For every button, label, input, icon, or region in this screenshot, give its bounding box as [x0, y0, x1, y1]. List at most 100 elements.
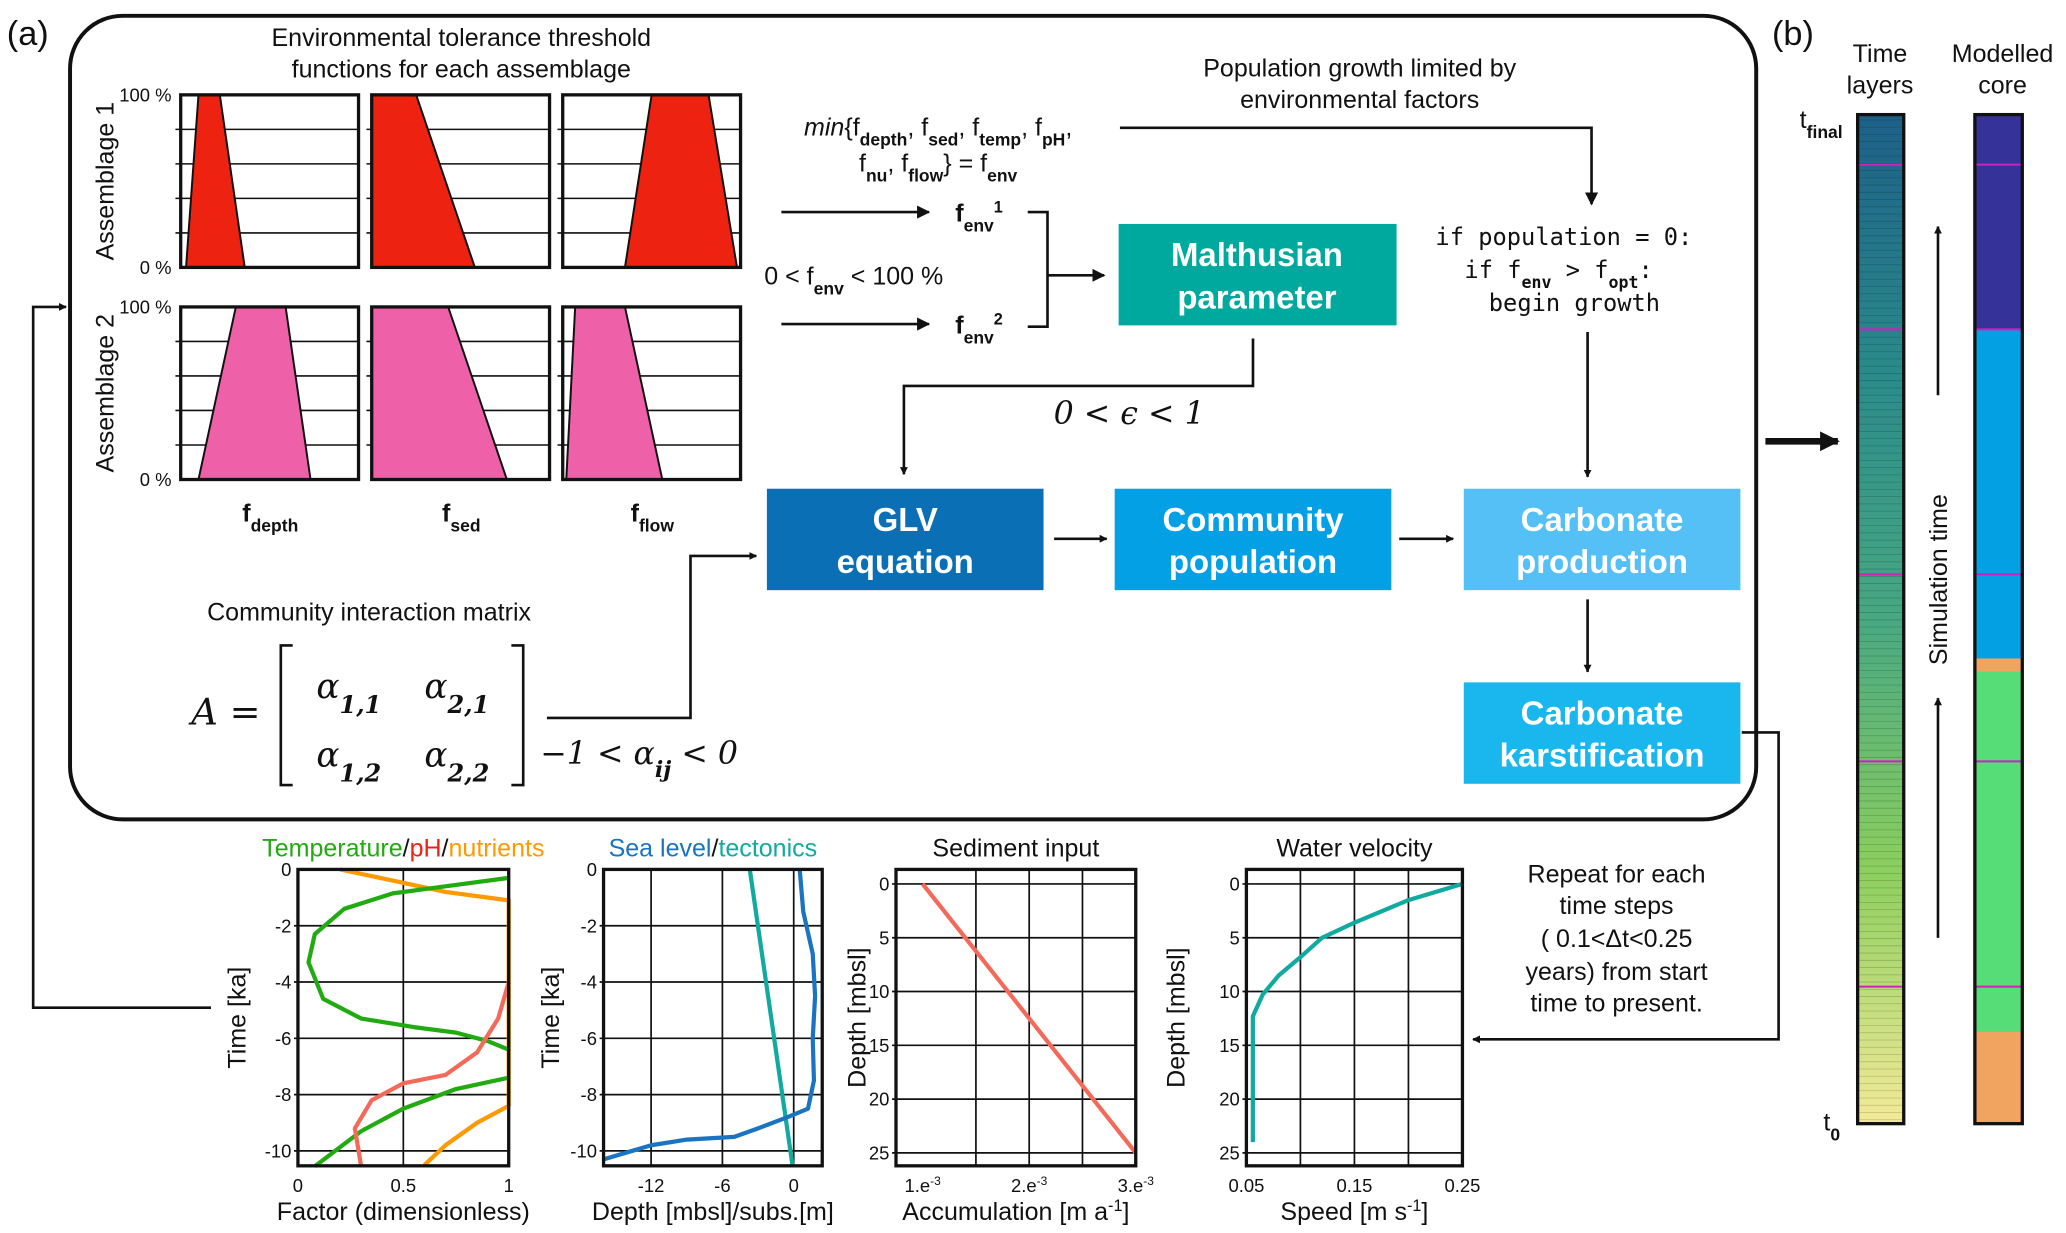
text-segment: 0.15 — [1336, 1175, 1372, 1196]
x-axis-label: Accumulation [m a-1] — [902, 1197, 1129, 1226]
text-segment: 2.e — [1011, 1175, 1037, 1196]
matrix-a11: α1,1 — [316, 667, 381, 719]
column-label-depth: fdepth — [242, 500, 298, 536]
y-axis-label: Depth [mbsl] — [1162, 947, 1190, 1087]
production-box-fill — [1463, 488, 1741, 591]
text-segment: ] — [1421, 1198, 1428, 1226]
x-tick-label: 1.e-3 — [904, 1174, 941, 1196]
y-tick-label: 5 — [879, 927, 889, 948]
population-note-line1: Population growth limited by — [1203, 54, 1516, 82]
time-layers-column — [1855, 112, 1906, 1126]
tolerance-title-line2: functions for each assemblage — [292, 56, 631, 84]
text-segment: : — [1639, 256, 1653, 284]
population-note-line2: environmental factors — [1240, 86, 1479, 114]
glv-line2: equation — [837, 543, 974, 580]
chart-title: Temperature/pH/nutrients — [262, 834, 544, 862]
tolerance-plot — [175, 93, 361, 270]
text-segment: Accumulation [m a — [902, 1198, 1108, 1226]
malthusian-line2: parameter — [1177, 278, 1336, 315]
text-segment: 1 — [504, 1175, 514, 1196]
production-line1: Carbonate — [1521, 501, 1684, 538]
core-title-2: core — [1978, 72, 2027, 100]
assemblage-label: Assemblage 1 — [92, 102, 120, 261]
tolerance-plot — [175, 305, 361, 482]
plot-frame — [561, 305, 743, 482]
text-segment: , f — [958, 114, 979, 142]
chart-frame — [296, 867, 511, 1168]
carbonate-karstification-box: Carbonate karstification — [1463, 682, 1741, 784]
fenv-bracket — [1027, 210, 1049, 329]
assemblage-label: Assemblage 2 — [92, 314, 120, 473]
repeat-line1: Repeat for each — [1528, 861, 1706, 889]
time-layers-title-2: layers — [1847, 72, 1914, 100]
y-tick-label: -10 — [265, 1140, 292, 1161]
panel-b-label: (b) — [1772, 15, 1814, 53]
plot-frame — [179, 93, 361, 270]
y-tick-label: -8 — [275, 1084, 291, 1105]
t-zero-label: t0 — [1823, 1108, 1840, 1144]
text-segment: nu — [866, 165, 887, 185]
text-segment: , — [1065, 114, 1072, 142]
matrix-a22: α2,2 — [424, 736, 489, 788]
tolerance-plot — [366, 305, 552, 482]
production-line2: production — [1516, 543, 1688, 580]
code-line2: if fenv > fopt: — [1464, 256, 1652, 291]
time-layers-fill — [1857, 114, 1904, 1124]
text-segment: 3.e — [1118, 1175, 1144, 1196]
plot-frame — [370, 93, 552, 270]
text-segment: α — [424, 667, 447, 707]
y-tick-label: -8 — [581, 1084, 597, 1105]
repeat-line3: ( 0.1<Δt<0.25 — [1541, 925, 1693, 953]
text-segment: flow — [639, 516, 674, 536]
chart-frame — [894, 867, 1138, 1168]
t-final-label: tfinal — [1800, 106, 1843, 142]
series-line — [1250, 881, 1464, 1143]
repeat-note: Repeat for each time steps ( 0.1<Δt<0.25… — [1526, 861, 1708, 1018]
y-tick-label: 10 — [1219, 981, 1240, 1002]
series-line — [747, 869, 795, 1166]
text-segment: -1 — [1407, 1197, 1421, 1215]
fenv-range: 0 < fenv < 100 % — [764, 263, 943, 299]
text-segment: f — [442, 500, 451, 528]
community-line1: Community — [1162, 501, 1344, 538]
y-tick-label: 15 — [869, 1035, 890, 1056]
text-segment: env — [1522, 272, 1552, 291]
title-part: Sediment input — [932, 834, 1099, 862]
text-segment: {f — [844, 114, 859, 142]
text-segment: depth — [860, 130, 908, 150]
min-formula-line2: fnu, fflow} = fenv — [859, 149, 1018, 185]
text-segment: , f — [1021, 114, 1042, 142]
matrix-left-bracket — [279, 644, 293, 787]
text-segment: < 0 — [671, 736, 738, 772]
carbonate-production-box: Carbonate production — [1463, 488, 1741, 591]
text-segment: if f — [1464, 256, 1521, 284]
series-line — [920, 882, 1138, 1155]
arrow-forcing-to-model — [31, 302, 211, 1010]
text-segment: final — [1807, 122, 1843, 142]
tolerance-trapezoid — [565, 305, 664, 481]
column-label-flow: fflow — [631, 500, 675, 536]
text-segment: 0 — [293, 1175, 303, 1196]
x-axis-label: Depth [mbsl]/subs.[m] — [592, 1198, 834, 1226]
text-segment: env — [987, 165, 1017, 185]
x-axis-label: Factor (dimensionless) — [277, 1198, 530, 1226]
matrix-right-bracket — [511, 644, 525, 787]
core-unit — [1974, 329, 2023, 660]
text-segment: temp — [979, 130, 1021, 150]
glv-line1: GLV — [873, 501, 938, 538]
core-unit — [1974, 658, 2023, 673]
text-segment: α — [424, 736, 447, 776]
fenv2-label: fenv2 — [955, 310, 1003, 347]
text-segment: t — [1823, 1108, 1830, 1136]
arrow-fenv-to-condition — [1119, 126, 1599, 206]
arrow-malthusian-to-glv — [899, 338, 1255, 476]
malthusian-line1: Malthusian — [1171, 236, 1343, 273]
simulation-time-label: Simulation time — [1925, 494, 1953, 665]
text-segment: 2,2 — [447, 758, 490, 787]
column-label-sed: fsed — [442, 500, 481, 536]
y-tick-label: -6 — [275, 1028, 291, 1049]
x-tick-label: -6 — [714, 1175, 730, 1196]
repeat-line2: time steps — [1560, 892, 1674, 920]
